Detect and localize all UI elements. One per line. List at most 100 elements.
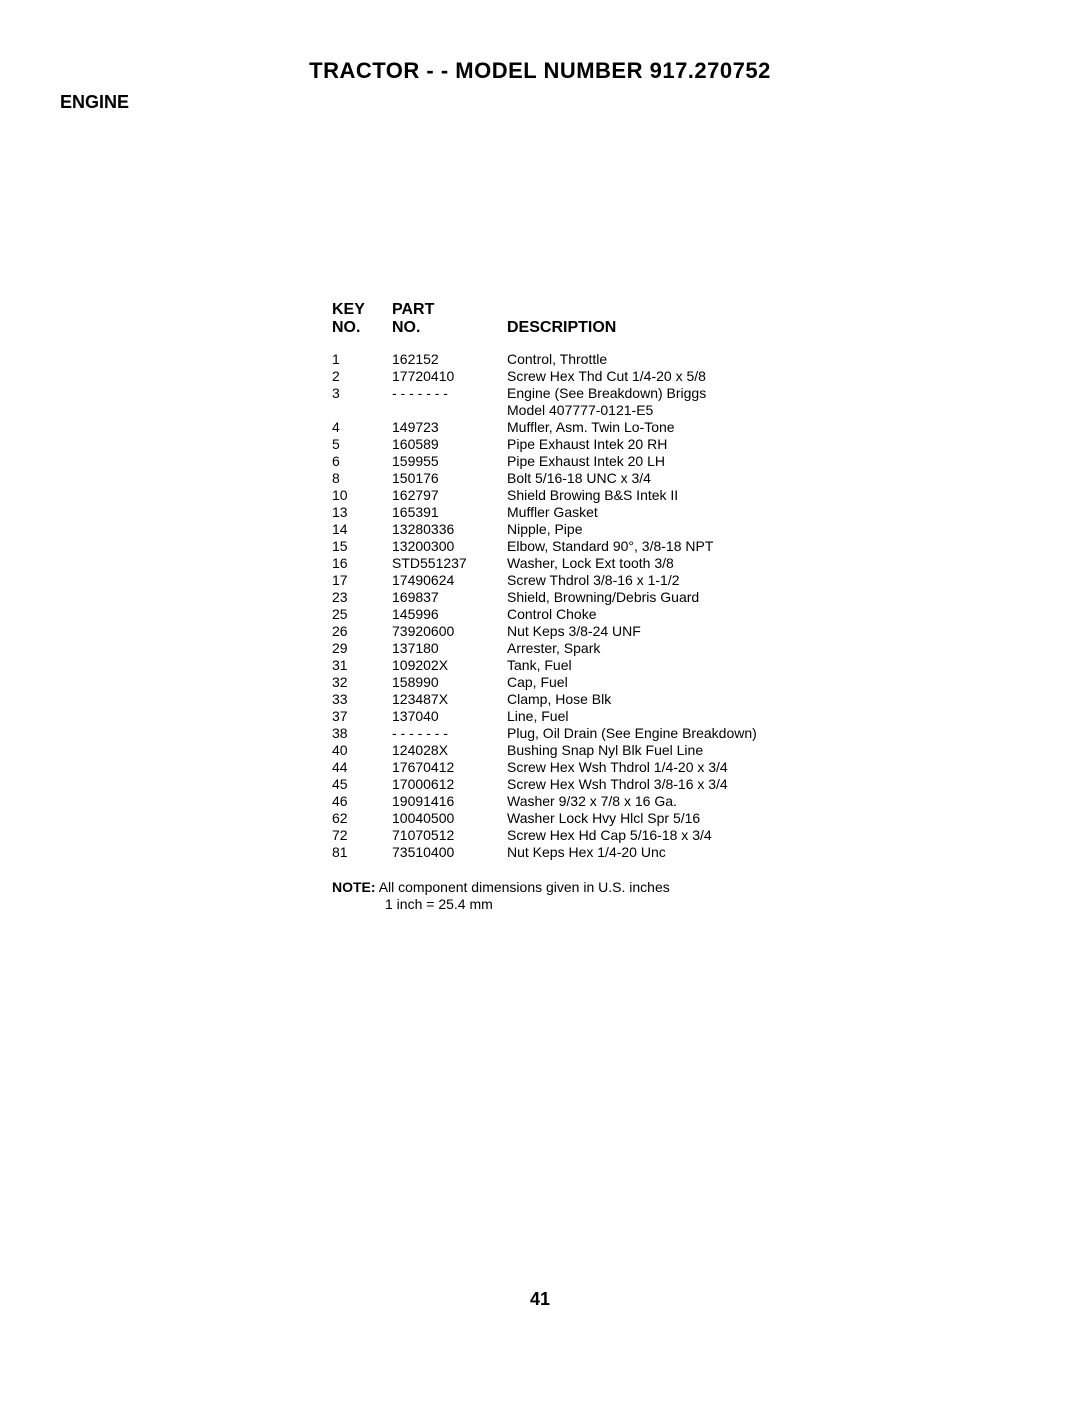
cell-desc: Bushing Snap Nyl Blk Fuel Line (507, 742, 1020, 759)
table-row: 1413280336Nipple, Pipe (332, 521, 1020, 538)
cell-desc: Shield, Browning/Debris Guard (507, 589, 1020, 606)
cell-key: 17 (332, 572, 392, 589)
cell-key: 16 (332, 555, 392, 572)
cell-desc: Control, Throttle (507, 351, 1020, 368)
cell-desc: Muffler Gasket (507, 504, 1020, 521)
cell-desc: Tank, Fuel (507, 657, 1020, 674)
cell-key: 81 (332, 844, 392, 861)
cell-part: 162152 (392, 351, 507, 368)
header-part-line2: NO. (392, 319, 507, 337)
cell-part: 19091416 (392, 793, 507, 810)
cell-key: 6 (332, 453, 392, 470)
table-row: 4417670412Screw Hex Wsh Thdrol 1/4-20 x … (332, 759, 1020, 776)
cell-desc: Elbow, Standard 90°, 3/8-18 NPT (507, 538, 1020, 555)
note-label: NOTE: (332, 879, 376, 895)
table-row: 4149723Muffler, Asm. Twin Lo-Tone (332, 419, 1020, 436)
cell-desc: Nut Keps 3/8-24 UNF (507, 623, 1020, 640)
table-row: 29137180Arrester, Spark (332, 640, 1020, 657)
cell-key: 15 (332, 538, 392, 555)
cell-key: 14 (332, 521, 392, 538)
cell-key: 62 (332, 810, 392, 827)
cell-part: 17490624 (392, 572, 507, 589)
cell-part: 10040500 (392, 810, 507, 827)
cell-desc: Shield Browing B&S Intek II (507, 487, 1020, 504)
table-row: 5160589Pipe Exhaust Intek 20 RH (332, 436, 1020, 453)
cell-desc: Nipple, Pipe (507, 521, 1020, 538)
cell-desc: Screw Hex Thd Cut 1/4-20 x 5/8 (507, 368, 1020, 385)
table-row: 8173510400Nut Keps Hex 1/4-20 Unc (332, 844, 1020, 861)
header-key-line1: KEY (332, 301, 392, 319)
cell-desc: Plug, Oil Drain (See Engine Breakdown) (507, 725, 1020, 742)
note-line1: All component dimensions given in U.S. i… (379, 879, 670, 895)
header-part: PART NO. (392, 301, 507, 337)
cell-part: 13200300 (392, 538, 507, 555)
cell-desc: Control Choke (507, 606, 1020, 623)
cell-desc: Cap, Fuel (507, 674, 1020, 691)
header-part-line1: PART (392, 301, 507, 319)
cell-part: - - - - - - - (392, 725, 507, 742)
cell-part: - - - - - - - (392, 385, 507, 402)
cell-key: 31 (332, 657, 392, 674)
table-row: 217720410Screw Hex Thd Cut 1/4-20 x 5/8 (332, 368, 1020, 385)
cell-part: 160589 (392, 436, 507, 453)
cell-key: 33 (332, 691, 392, 708)
table-row: 1162152Control, Throttle (332, 351, 1020, 368)
cell-key: 37 (332, 708, 392, 725)
cell-part: 17000612 (392, 776, 507, 793)
cell-desc: Washer 9/32 x 7/8 x 16 Ga. (507, 793, 1020, 810)
cell-part: 123487X (392, 691, 507, 708)
cell-desc: Screw Hex Hd Cap 5/16-18 x 3/4 (507, 827, 1020, 844)
table-row: 3- - - - - - -Engine (See Breakdown) Bri… (332, 385, 1020, 402)
cell-desc: Nut Keps Hex 1/4-20 Unc (507, 844, 1020, 861)
cell-desc: Pipe Exhaust Intek 20 LH (507, 453, 1020, 470)
table-row: 7271070512Screw Hex Hd Cap 5/16-18 x 3/4 (332, 827, 1020, 844)
table-row: 4619091416Washer 9/32 x 7/8 x 16 Ga. (332, 793, 1020, 810)
cell-key: 44 (332, 759, 392, 776)
cell-part: 159955 (392, 453, 507, 470)
cell-part: 162797 (392, 487, 507, 504)
cell-desc: Line, Fuel (507, 708, 1020, 725)
page-number: 41 (0, 1289, 1080, 1310)
cell-desc: Washer, Lock Ext tooth 3/8 (507, 555, 1020, 572)
table-row: 38- - - - - - -Plug, Oil Drain (See Engi… (332, 725, 1020, 742)
cell-key: 23 (332, 589, 392, 606)
cell-part: 150176 (392, 470, 507, 487)
cell-part: 169837 (392, 589, 507, 606)
table-row: 13165391Muffler Gasket (332, 504, 1020, 521)
cell-desc: Arrester, Spark (507, 640, 1020, 657)
table-row: 8150176Bolt 5/16-18 UNC x 3/4 (332, 470, 1020, 487)
cell-key: 25 (332, 606, 392, 623)
cell-part: STD551237 (392, 555, 507, 572)
cell-desc-cont: Model 407777-0121-E5 (507, 402, 1020, 419)
cell-key: 32 (332, 674, 392, 691)
note-line2: 1 inch = 25.4 mm (385, 896, 493, 913)
cell-key: 40 (332, 742, 392, 759)
table-row: 4517000612Screw Hex Wsh Thdrol 3/8-16 x … (332, 776, 1020, 793)
cell-key: 1 (332, 351, 392, 368)
cell-desc: Pipe Exhaust Intek 20 RH (507, 436, 1020, 453)
note-block: NOTE: All component dimensions given in … (332, 879, 1020, 913)
document-title: TRACTOR - - MODEL NUMBER 917.270752 (60, 58, 1020, 84)
cell-desc: Screw Thdrol 3/8-16 x 1-1/2 (507, 572, 1020, 589)
table-header: KEY NO. PART NO. DESCRIPTION (332, 301, 1020, 337)
table-row: 25145996Control Choke (332, 606, 1020, 623)
section-label: ENGINE (60, 92, 1020, 113)
cell-key: 5 (332, 436, 392, 453)
table-row: 37137040Line, Fuel (332, 708, 1020, 725)
table-row: 10162797Shield Browing B&S Intek II (332, 487, 1020, 504)
cell-key: 4 (332, 419, 392, 436)
table-row-continuation: Model 407777-0121-E5 (332, 402, 1020, 419)
table-row: 31109202XTank, Fuel (332, 657, 1020, 674)
table-body: 1162152Control, Throttle217720410Screw H… (332, 351, 1020, 861)
table-row: 33123487XClamp, Hose Blk (332, 691, 1020, 708)
cell-desc: Screw Hex Wsh Thdrol 1/4-20 x 3/4 (507, 759, 1020, 776)
header-desc: DESCRIPTION (507, 319, 1020, 337)
table-row: 40124028XBushing Snap Nyl Blk Fuel Line (332, 742, 1020, 759)
cell-desc: Washer Lock Hvy Hlcl Spr 5/16 (507, 810, 1020, 827)
header-key: KEY NO. (332, 301, 392, 337)
cell-key: 26 (332, 623, 392, 640)
cell-key: 8 (332, 470, 392, 487)
table-row: 1717490624Screw Thdrol 3/8-16 x 1-1/2 (332, 572, 1020, 589)
cell-part: 17670412 (392, 759, 507, 776)
table-row: 32158990Cap, Fuel (332, 674, 1020, 691)
